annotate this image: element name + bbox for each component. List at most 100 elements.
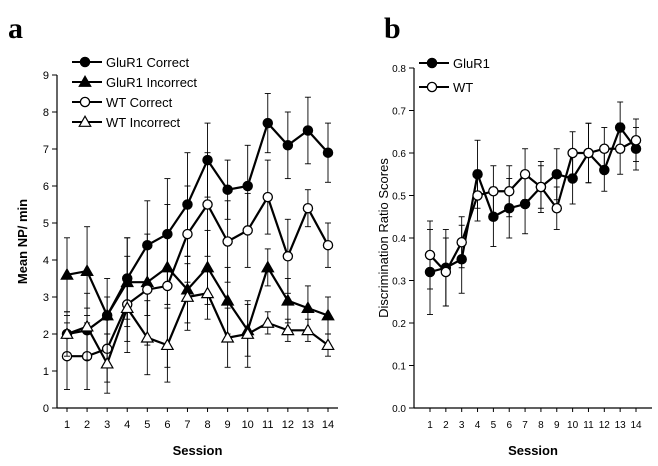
x-tick-label: 11 [583, 420, 594, 431]
legend-marker [78, 75, 92, 87]
y-tick-label: 4 [43, 255, 49, 267]
data-point [551, 202, 563, 214]
data-point [202, 199, 213, 210]
series-line [429, 139, 637, 274]
legend-entry: WT Correct [106, 95, 173, 110]
y-tick-label: 0.3 [392, 277, 406, 288]
series-line [66, 264, 329, 333]
data-point [100, 356, 114, 369]
chart-panel-b: 0.00.10.20.30.40.50.60.70.81 2 3 4 5 6 7 8 9 10 11… [376, 56, 652, 458]
data-point [260, 315, 275, 328]
y-tick-label: 0.4 [392, 234, 406, 245]
x-tick-label: 10 [567, 420, 579, 431]
legend-entry: WT [453, 80, 473, 95]
legend-marker [79, 96, 91, 108]
data-point [220, 330, 235, 343]
data-point [440, 266, 452, 278]
data-point [456, 236, 467, 248]
x-tick-label: 3 [104, 419, 110, 431]
x-tick-label: 4 [475, 420, 481, 431]
series-4 [60, 263, 335, 394]
x-tick-label: 13 [615, 420, 627, 431]
data-point [551, 168, 563, 180]
data-point [321, 338, 335, 351]
x-tick-label: 7 [522, 420, 528, 431]
data-point [322, 147, 334, 158]
x-tick-label: 6 [164, 419, 170, 431]
series-line [66, 292, 329, 367]
x-tick-label: 12 [599, 420, 611, 431]
y-tick-label: 0.0 [392, 404, 406, 415]
data-point [281, 293, 295, 306]
data-point [240, 327, 255, 339]
data-point [162, 280, 173, 292]
x-tick-label: 6 [506, 420, 512, 431]
y-tick-label: 7 [43, 144, 49, 156]
x-tick-label: 1 [64, 419, 70, 431]
data-point [140, 330, 155, 343]
y-tick-label: 0.6 [392, 149, 406, 160]
legend: GluR1 Correct GluR1 Incorrect WT Correct WT… [72, 55, 197, 130]
data-point [120, 301, 135, 314]
data-point [583, 147, 594, 159]
x-tick-label: 2 [84, 419, 90, 431]
data-point [242, 225, 253, 236]
legend-marker [79, 56, 91, 68]
x-tick-label: 4 [124, 419, 130, 431]
x-tick-label: 7 [184, 419, 190, 431]
data-point [503, 185, 515, 197]
y-axis-title: Mean NP/ min [15, 199, 30, 284]
data-point [80, 319, 94, 332]
x-tick-label: 12 [282, 419, 294, 431]
x-tick-label: 14 [322, 419, 334, 431]
x-tick-label: 3 [459, 420, 465, 431]
data-point [60, 327, 74, 339]
panel-a-letter: a [8, 12, 23, 45]
x-tick-label: 5 [491, 420, 497, 431]
x-tick-label: 8 [538, 420, 544, 431]
x-tick-label: 1 [427, 420, 433, 431]
x-tick-label: 13 [302, 419, 314, 431]
y-tick-label: 0.7 [392, 107, 406, 118]
data-point [182, 228, 193, 240]
data-point [282, 251, 294, 262]
data-point [302, 202, 314, 214]
series-1 [61, 93, 334, 353]
x-tick-label: 9 [554, 420, 560, 431]
legend-marker [78, 115, 92, 127]
y-tick-label: 3 [43, 292, 49, 304]
data-point [599, 143, 610, 154]
y-tick-label: 6 [43, 181, 49, 193]
x-axis-title: Session [173, 443, 223, 458]
y-tick-label: 0.1 [392, 362, 406, 373]
data-point [424, 249, 436, 261]
data-point [160, 338, 175, 351]
data-point [180, 290, 195, 302]
y-tick-label: 0.8 [392, 64, 406, 75]
data-point [472, 190, 483, 201]
data-point [301, 323, 315, 336]
y-tick-label: 9 [43, 70, 49, 82]
legend-entry: GluR1 Incorrect [106, 75, 197, 90]
x-tick-label: 11 [262, 419, 273, 431]
data-point [302, 125, 314, 136]
y-tick-label: 2 [43, 329, 49, 341]
data-point [220, 293, 235, 306]
y-tick-label: 0.2 [392, 319, 406, 330]
y-tick-label: 0 [43, 403, 49, 415]
y-tick-label: 8 [43, 107, 49, 119]
x-tick-label: 8 [204, 419, 210, 431]
x-tick-label: 2 [443, 420, 449, 431]
data-point [281, 323, 295, 336]
data-point [322, 239, 334, 251]
y-tick-label: 5 [43, 218, 49, 230]
data-point [630, 134, 642, 146]
data-point [282, 140, 294, 151]
data-point [222, 236, 233, 247]
legend-marker [426, 81, 438, 93]
y-axis-title: Discrimination Ratio Scores [376, 158, 391, 318]
data-point [80, 264, 94, 277]
legend-entry: GluR1 [453, 56, 490, 71]
